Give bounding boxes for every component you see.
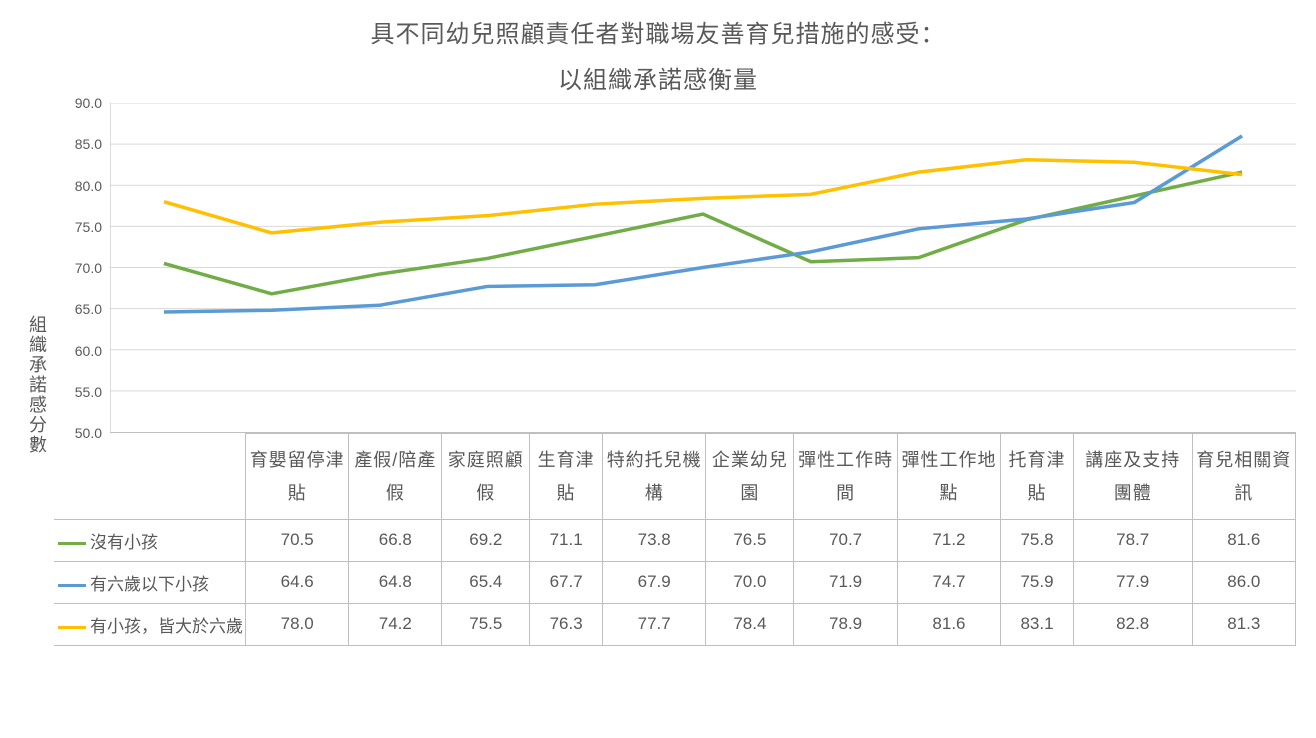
legend-swatch [58,626,86,630]
legend-label: 有六歲以下小孩 [90,575,209,594]
legend-label: 沒有小孩 [90,533,158,552]
value-cell: 71.9 [794,561,897,603]
value-cell: 77.9 [1073,561,1192,603]
category-header: 托育津貼 [1001,434,1074,520]
value-cell: 64.8 [349,561,442,603]
value-cell: 86.0 [1192,561,1295,603]
plot-column: 90.085.080.075.070.065.060.055.050.0 育嬰留… [54,103,1296,646]
value-cell: 81.6 [897,603,1000,645]
value-cell: 81.3 [1192,603,1295,645]
value-cell: 71.1 [530,519,603,561]
chart-body: 組織承諾感分數 90.085.080.075.070.065.060.055.0… [20,103,1296,646]
y-tick-label: 75.0 [75,219,102,235]
value-cell: 71.2 [897,519,1000,561]
category-header: 講座及支持團體 [1073,434,1192,520]
data-table-wrap: 育嬰留停津貼產假/陪產假家庭照顧假生育津貼特約托兒機構企業幼兒園彈性工作時間彈性… [54,433,1296,646]
legend-cell: 沒有小孩 [54,519,246,561]
category-header: 育兒相關資訊 [1192,434,1295,520]
value-cell: 64.6 [246,561,349,603]
category-header: 家庭照顧假 [442,434,530,520]
legend-cell: 有小孩，皆大於六歲 [54,603,246,645]
value-cell: 78.0 [246,603,349,645]
value-cell: 76.5 [706,519,794,561]
blank-corner-cell [54,434,246,520]
value-cell: 78.7 [1073,519,1192,561]
value-cell: 75.9 [1001,561,1074,603]
data-table: 育嬰留停津貼產假/陪產假家庭照顧假生育津貼特約托兒機構企業幼兒園彈性工作時間彈性… [54,433,1296,646]
category-header: 特約托兒機構 [603,434,706,520]
value-cell: 70.0 [706,561,794,603]
y-axis-label: 組織承諾感分數 [20,103,54,646]
category-row: 育嬰留停津貼產假/陪產假家庭照顧假生育津貼特約托兒機構企業幼兒園彈性工作時間彈性… [54,434,1296,520]
legend-swatch [58,542,86,546]
legend-cell: 有六歲以下小孩 [54,561,246,603]
legend-label: 有小孩，皆大於六歲 [90,617,243,636]
value-cell: 70.7 [794,519,897,561]
y-tick-label: 60.0 [75,343,102,359]
series-row: 有小孩，皆大於六歲78.074.275.576.377.778.478.981.… [54,603,1296,645]
category-header: 企業幼兒園 [706,434,794,520]
value-cell: 82.8 [1073,603,1192,645]
line-chart-svg [110,103,1296,433]
value-cell: 81.6 [1192,519,1295,561]
value-cell: 74.2 [349,603,442,645]
category-header: 彈性工作地點 [897,434,1000,520]
value-cell: 74.7 [897,561,1000,603]
y-tick-label: 65.0 [75,301,102,317]
category-header: 彈性工作時間 [794,434,897,520]
value-cell: 78.4 [706,603,794,645]
category-header: 育嬰留停津貼 [246,434,349,520]
value-cell: 83.1 [1001,603,1074,645]
series-row: 有六歲以下小孩64.664.865.467.767.970.071.974.77… [54,561,1296,603]
category-header: 生育津貼 [530,434,603,520]
value-cell: 78.9 [794,603,897,645]
value-cell: 75.5 [442,603,530,645]
legend-swatch [58,584,86,588]
value-cell: 77.7 [603,603,706,645]
y-tick-label: 55.0 [75,384,102,400]
y-tick-label: 50.0 [75,425,102,441]
y-tick-label: 70.0 [75,260,102,276]
chart-title-line1: 具不同幼兒照顧責任者對職場友善育兒措施的感受： [20,12,1296,58]
chart-title-line2: 以組織承諾感衡量 [20,58,1296,104]
y-axis-ticks: 90.085.080.075.070.065.060.055.050.0 [54,103,110,433]
value-cell: 75.8 [1001,519,1074,561]
value-cell: 66.8 [349,519,442,561]
series-row: 沒有小孩 70.566.869.271.173.876.570.771.275.8… [54,519,1296,561]
value-cell: 70.5 [246,519,349,561]
chart-title: 具不同幼兒照顧責任者對職場友善育兒措施的感受： 以組織承諾感衡量 [20,12,1296,103]
value-cell: 67.7 [530,561,603,603]
category-header: 產假/陪產假 [349,434,442,520]
plot-area: 90.085.080.075.070.065.060.055.050.0 [54,103,1296,433]
value-cell: 65.4 [442,561,530,603]
value-cell: 73.8 [603,519,706,561]
series-line [164,160,1242,233]
series-line [164,172,1242,294]
y-tick-label: 90.0 [75,95,102,111]
value-cell: 76.3 [530,603,603,645]
value-cell: 69.2 [442,519,530,561]
y-tick-label: 85.0 [75,136,102,152]
value-cell: 67.9 [603,561,706,603]
y-tick-label: 80.0 [75,178,102,194]
